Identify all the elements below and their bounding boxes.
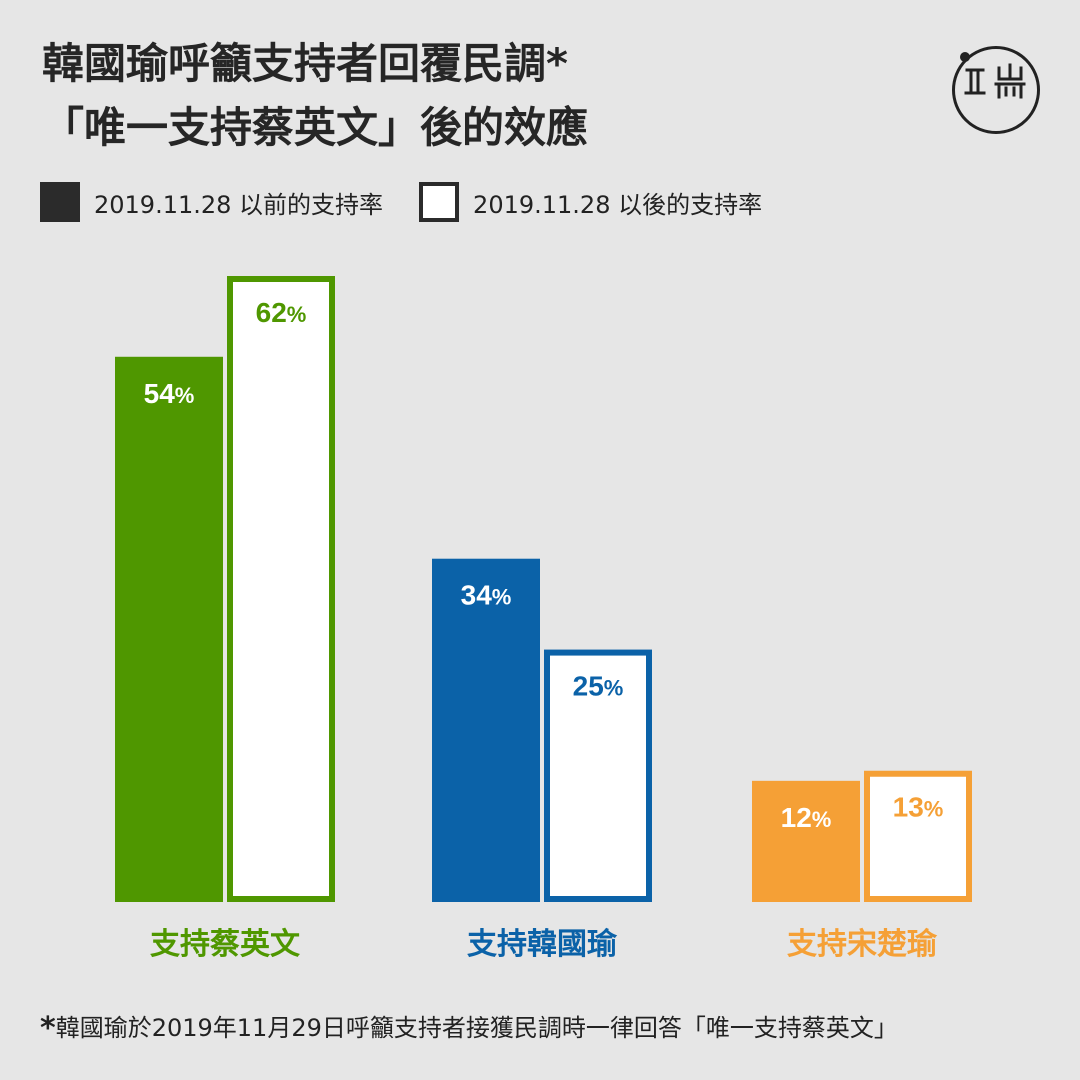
title-line-2: 「唯一支持蔡英文」後的效應: [42, 103, 589, 152]
data-label-tsai-before: 54%: [144, 378, 195, 409]
data-label-soong-after: 13%: [893, 792, 944, 823]
legend: 2019.11.28 以前的支持率 2019.11.28 以後的支持率: [40, 180, 798, 224]
legend-swatch-filled: [40, 182, 80, 222]
footnote-star: *: [40, 1011, 56, 1046]
bar-han-before: [432, 558, 540, 902]
data-label-soong-before: 12%: [781, 802, 832, 833]
bar-chart: 54% 62% 支持蔡英文 34% 25% 支持韓國瑜 12% 13% 支持宋楚瑜: [115, 276, 972, 962]
bar-tsai-before: [115, 356, 223, 903]
category-label-soong: 支持宋楚瑜: [787, 927, 938, 962]
bar-soong-after: [864, 770, 972, 903]
logo-dot-icon: [960, 52, 970, 62]
category-label-tsai: 支持蔡英文: [150, 927, 300, 962]
legend-label-before: 2019.11.28 以前的支持率: [94, 190, 384, 219]
footnote: *韓國瑜於2019年11月29日呼籲支持者接獲民調時一律回答「唯一支持蔡英文」: [40, 1008, 898, 1046]
bar-soong-before: [752, 780, 860, 902]
chart-title: 韓國瑜呼籲支持者回覆民調* 「唯一支持蔡英文」後的效應: [42, 32, 588, 160]
category-label-han: 支持韓國瑜: [467, 927, 618, 962]
theinitium-logo: [952, 46, 1040, 134]
bar-tsai-after: [227, 276, 335, 902]
logo-glyph-icon: [964, 63, 1026, 99]
data-label-han-after: 25%: [573, 671, 624, 702]
bar-han-after: [544, 649, 652, 903]
data-label-tsai-after: 62%: [256, 297, 307, 328]
legend-swatch-outlined: [419, 182, 460, 222]
title-line-1: 韓國瑜呼籲支持者回覆民調*: [42, 39, 568, 88]
data-label-han-before: 34%: [461, 580, 512, 611]
legend-item-before: 2019.11.28 以前的支持率: [40, 182, 383, 222]
footnote-text: 韓國瑜於2019年11月29日呼籲支持者接獲民調時一律回答「唯一支持蔡英文」: [55, 1014, 898, 1042]
legend-label-after: 2019.11.28 以後的支持率: [473, 190, 763, 219]
legend-item-after: 2019.11.28 以後的支持率: [419, 182, 762, 222]
